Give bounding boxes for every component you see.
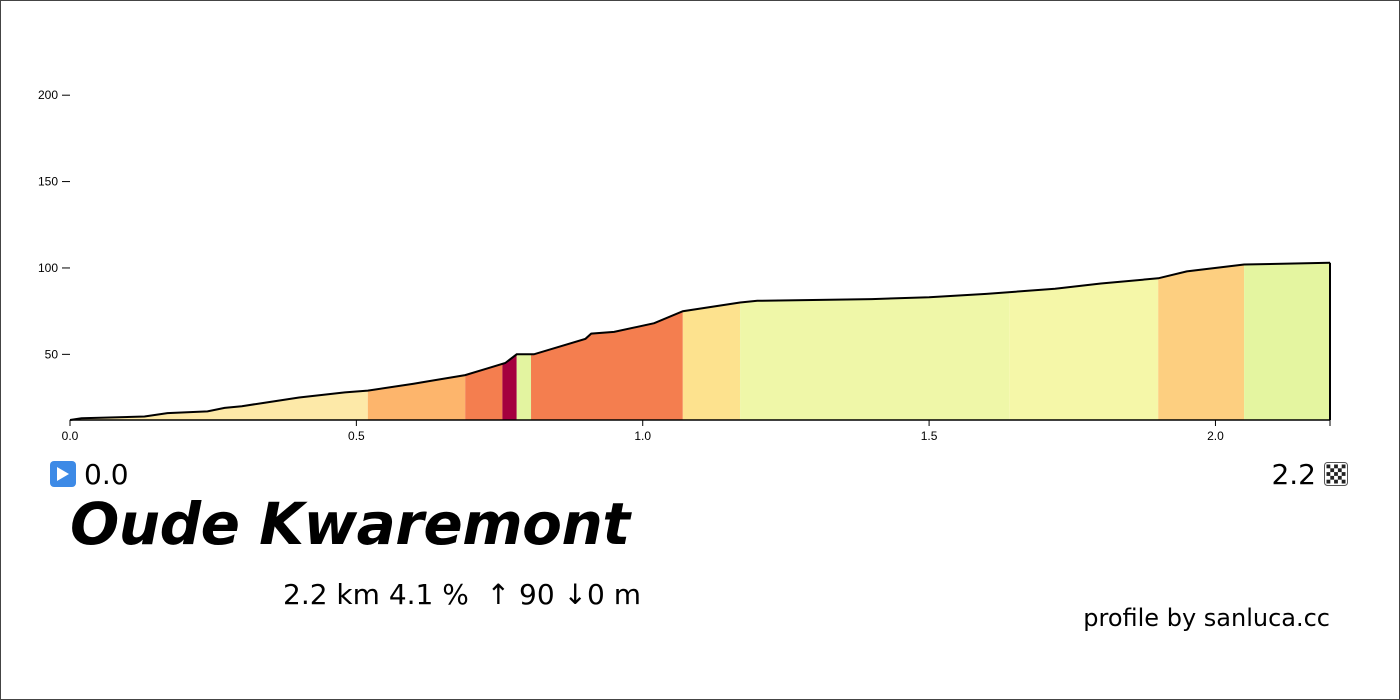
- start-marker: 0.0: [50, 457, 129, 491]
- x-tick-label: 2.0: [1207, 429, 1224, 443]
- climb-name: Oude Kwaremont: [70, 490, 630, 558]
- gradient-segment-7: [682, 302, 741, 420]
- x-tick-label: 0.5: [348, 429, 365, 443]
- elevation-profile-chart: 0.0 0.5 1.0 1.5 2.0 50 100 150 200: [38, 88, 1331, 443]
- y-tick-label: 50: [45, 347, 59, 361]
- x-tick-label: 1.5: [921, 429, 938, 443]
- climb-stats: 2.2 km 4.1 % ↑ 90 ↓0 m: [283, 578, 641, 611]
- gradient-segment-6: [531, 311, 683, 420]
- y-tick-label: 100: [38, 261, 58, 275]
- gradient-segments: [70, 262, 1330, 420]
- profile-line: [69, 261, 1331, 421]
- finish-km-label: 2.2: [1271, 457, 1316, 491]
- gradient-segment-11: [1244, 262, 1330, 420]
- profile-outline: [69, 261, 1331, 421]
- x-tick-label: 0.0: [62, 429, 79, 443]
- gradient-segment-8: [740, 292, 1010, 420]
- gradient-segment-2: [367, 375, 466, 420]
- profile-credit: profile by sanluca.cc: [1083, 604, 1330, 632]
- y-tick-label: 200: [38, 88, 58, 102]
- start-km-label: 0.0: [84, 457, 129, 491]
- finish-flag-icon: [1324, 462, 1348, 486]
- gradient-segment-1: [70, 390, 368, 420]
- gradient-segment-5: [516, 354, 532, 420]
- gradient-segment-10: [1158, 264, 1245, 420]
- chart-axes: 0.0 0.5 1.0 1.5 2.0 50 100 150 200: [38, 88, 1331, 443]
- y-tick-label: 150: [38, 175, 58, 189]
- x-tick-label: 1.0: [634, 429, 651, 443]
- gradient-segment-3: [465, 363, 503, 420]
- finish-marker: 2.2: [1271, 457, 1348, 491]
- gradient-segment-4: [502, 354, 517, 420]
- play-icon: [50, 461, 76, 487]
- gradient-segment-9: [1009, 278, 1159, 420]
